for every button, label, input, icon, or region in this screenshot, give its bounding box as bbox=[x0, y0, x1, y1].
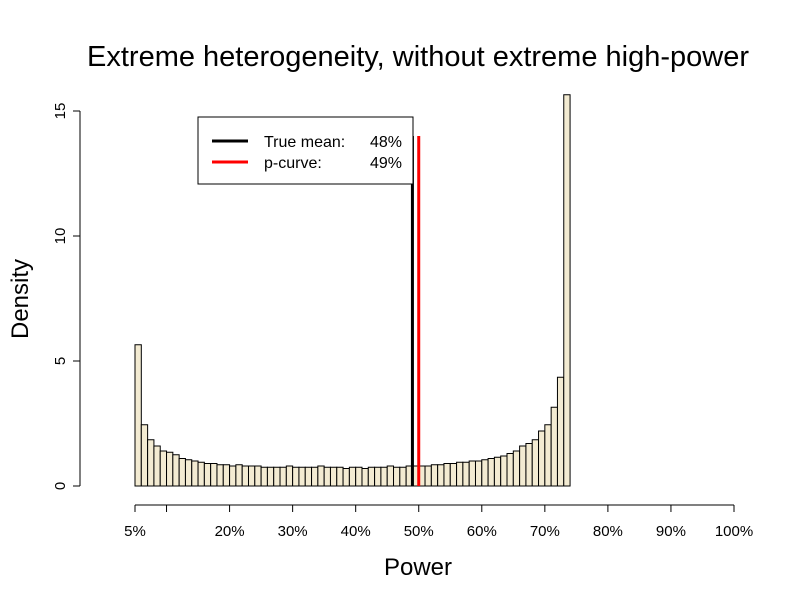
histogram-bar bbox=[393, 466, 401, 487]
histogram-bar bbox=[456, 461, 464, 487]
histogram-bar bbox=[292, 466, 300, 487]
histogram-bar bbox=[178, 458, 186, 487]
histogram-bar bbox=[229, 465, 237, 487]
histogram-bar bbox=[266, 466, 275, 487]
histogram-bar bbox=[285, 465, 294, 487]
x-tick-label: 100% bbox=[715, 523, 753, 540]
histogram-bar bbox=[203, 463, 212, 487]
histogram-bar bbox=[184, 459, 193, 487]
histogram-bar bbox=[235, 464, 243, 487]
histogram-bar bbox=[279, 466, 287, 487]
x-tick-label: 70% bbox=[530, 523, 560, 540]
histogram-bar bbox=[367, 466, 376, 487]
histogram-bar bbox=[260, 466, 268, 487]
histogram-bar bbox=[424, 465, 432, 487]
histogram-bar bbox=[550, 406, 558, 487]
histogram-bar bbox=[159, 450, 168, 487]
histogram-bar bbox=[500, 455, 508, 487]
x-tick-label: 5% bbox=[124, 523, 146, 540]
histogram-bar bbox=[443, 463, 451, 487]
x-tick-label: 90% bbox=[656, 523, 686, 540]
x-tick-label: 30% bbox=[278, 523, 308, 540]
legend-value-true-mean: 48% bbox=[370, 134, 402, 151]
y-tick-label: 5 bbox=[52, 357, 69, 365]
histogram-bar bbox=[241, 465, 250, 487]
histogram-bar bbox=[222, 464, 231, 487]
legend: True mean: 48% p-curve: 49% bbox=[197, 116, 414, 185]
histogram-bar bbox=[519, 445, 527, 487]
histogram-bar bbox=[304, 466, 313, 487]
x-tick-label: 60% bbox=[467, 523, 497, 540]
histogram-bar bbox=[374, 466, 382, 487]
histogram-bar bbox=[487, 458, 495, 487]
histogram-bar bbox=[247, 465, 256, 487]
histogram-bar bbox=[172, 454, 180, 487]
histogram-bar bbox=[531, 439, 540, 487]
x-tick-label: 80% bbox=[593, 523, 623, 540]
histogram-bar bbox=[399, 466, 407, 487]
histogram-bar bbox=[493, 456, 502, 487]
bars-group bbox=[134, 94, 571, 487]
histogram-bar bbox=[430, 464, 439, 487]
histogram-bar bbox=[323, 466, 331, 487]
y-axis: 0 5 10 15 bbox=[52, 103, 81, 490]
y-tick-label: 10 bbox=[52, 228, 69, 245]
histogram-bar bbox=[210, 463, 218, 487]
histogram-bar bbox=[311, 466, 319, 487]
histogram-bar bbox=[556, 376, 565, 487]
histogram-bar bbox=[197, 461, 205, 487]
x-axis: 5% 20% 30% 40% 50% 60% 70% 80% 90% 100% bbox=[124, 504, 753, 540]
histogram-bar bbox=[361, 468, 369, 487]
histogram-bar bbox=[317, 465, 325, 487]
histogram-bar bbox=[512, 450, 521, 487]
histogram-bar bbox=[336, 466, 344, 487]
histogram-bar bbox=[140, 424, 149, 487]
y-axis-label: Density bbox=[7, 259, 34, 339]
histogram-bar bbox=[342, 468, 350, 487]
legend-box bbox=[197, 116, 414, 185]
histogram-bar bbox=[348, 466, 357, 487]
x-tick-label: 40% bbox=[341, 523, 371, 540]
histogram-bar bbox=[191, 460, 199, 487]
histogram-bar bbox=[329, 466, 338, 487]
histogram-bar bbox=[216, 464, 224, 487]
histogram-bar bbox=[298, 466, 306, 487]
histogram-bar bbox=[462, 461, 470, 487]
histogram-bar bbox=[506, 453, 514, 487]
histogram-bar bbox=[273, 466, 281, 487]
histogram-bar bbox=[355, 466, 363, 487]
reference-lines bbox=[410, 136, 421, 486]
histogram-bar bbox=[468, 460, 476, 487]
histogram-bar bbox=[386, 465, 395, 487]
histogram-bar bbox=[474, 460, 483, 487]
legend-value-p-curve: 49% bbox=[370, 155, 402, 172]
histogram-bar bbox=[254, 465, 262, 487]
y-tick-label: 0 bbox=[52, 482, 69, 490]
histogram-bar bbox=[380, 466, 388, 487]
histogram-bar bbox=[538, 430, 546, 487]
histogram-bar bbox=[481, 459, 489, 487]
x-tick-label: 20% bbox=[215, 523, 245, 540]
histogram-bar bbox=[449, 463, 458, 487]
histogram-bar bbox=[153, 445, 161, 487]
histogram-bar bbox=[166, 451, 174, 487]
y-tick-label: 15 bbox=[52, 103, 69, 120]
histogram-bar bbox=[134, 344, 142, 487]
histogram-bar bbox=[147, 439, 155, 487]
histogram-bar bbox=[544, 424, 552, 487]
histogram-bar bbox=[437, 464, 445, 487]
legend-label-true-mean: True mean: bbox=[264, 134, 345, 151]
x-axis-label: Power bbox=[384, 554, 452, 581]
histogram-bar bbox=[563, 94, 571, 487]
legend-label-p-curve: p-curve: bbox=[264, 155, 322, 172]
x-tick-label: 50% bbox=[404, 523, 434, 540]
histogram-bar bbox=[525, 443, 533, 487]
chart-title: Extreme heterogeneity, without extreme h… bbox=[87, 41, 749, 73]
